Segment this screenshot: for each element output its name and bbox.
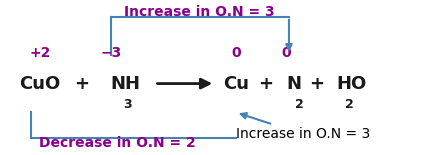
Text: 0: 0 <box>281 46 291 60</box>
Text: N: N <box>286 75 301 93</box>
Text: Increase in O.N = 3: Increase in O.N = 3 <box>124 5 275 19</box>
Text: NH: NH <box>111 75 141 93</box>
Text: +2: +2 <box>29 46 50 60</box>
Text: Cu: Cu <box>223 75 249 93</box>
Text: CuO: CuO <box>19 75 60 93</box>
Text: −3: −3 <box>100 46 121 60</box>
Text: +: + <box>74 75 89 93</box>
Text: O: O <box>350 75 365 93</box>
Text: Increase in O.N = 3: Increase in O.N = 3 <box>236 113 370 141</box>
Text: 0: 0 <box>231 46 241 60</box>
Text: 3: 3 <box>123 98 132 111</box>
Text: +: + <box>309 75 324 93</box>
Text: 2: 2 <box>295 98 304 111</box>
Text: Decrease in O.N = 2: Decrease in O.N = 2 <box>39 136 196 150</box>
Text: +: + <box>258 75 273 93</box>
Text: 2: 2 <box>345 98 354 111</box>
Text: H: H <box>336 75 351 93</box>
